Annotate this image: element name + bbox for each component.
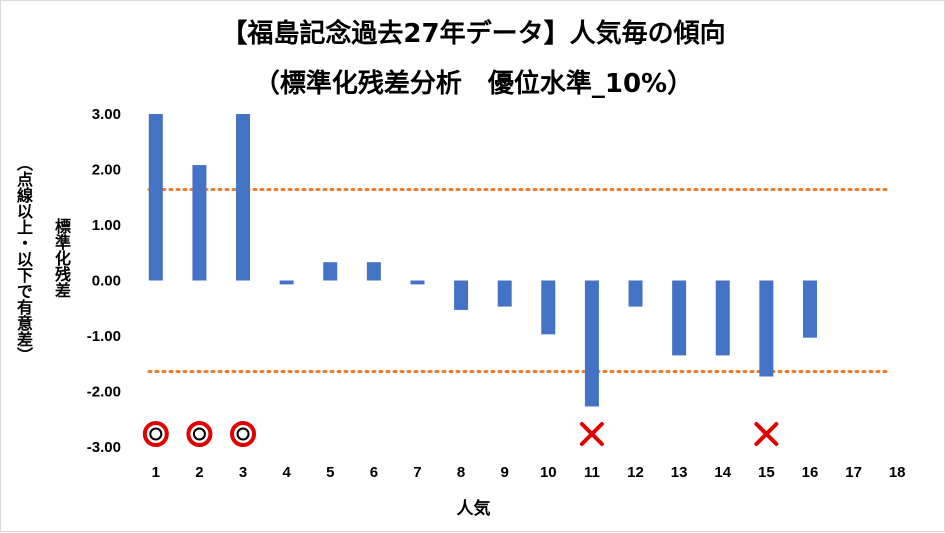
bar bbox=[323, 262, 338, 281]
x-tick-label: 3 bbox=[239, 464, 247, 481]
bar bbox=[148, 114, 163, 281]
bar bbox=[454, 280, 469, 310]
x-tick-label: 1 bbox=[152, 464, 160, 481]
circle-marker-inner-icon bbox=[192, 427, 206, 441]
circle-marker-icon bbox=[142, 421, 169, 447]
x-tick-label: 9 bbox=[501, 464, 509, 481]
cross-marker-stroke bbox=[754, 422, 779, 446]
circle-marker-icon bbox=[230, 421, 257, 447]
x-tick-label: 2 bbox=[195, 464, 203, 481]
x-tick-label: 5 bbox=[326, 464, 334, 481]
cross-marker-icon bbox=[579, 422, 604, 446]
bar bbox=[802, 280, 817, 338]
x-tick-label: 16 bbox=[802, 464, 819, 481]
bar bbox=[366, 262, 381, 281]
chart-subtitle: （標準化残差分析 優位水準_10%） bbox=[253, 69, 694, 99]
bar bbox=[541, 280, 556, 335]
x-tick-label: 7 bbox=[413, 464, 421, 481]
y-tick-label: 3.00 bbox=[92, 106, 121, 123]
bar bbox=[192, 165, 207, 281]
chart-title: 【福島記念過去27年データ】人気毎の傾向 bbox=[221, 19, 726, 49]
y-tick-label: -3.00 bbox=[87, 439, 121, 456]
x-tick-label: 12 bbox=[627, 464, 644, 481]
bar bbox=[672, 280, 687, 356]
y-tick-label: -2.00 bbox=[87, 384, 121, 401]
bar bbox=[584, 280, 599, 407]
bar bbox=[715, 280, 730, 356]
bar bbox=[759, 280, 774, 377]
x-tick-label: 11 bbox=[584, 464, 600, 481]
circle-marker-inner-icon bbox=[149, 427, 163, 441]
y-tick-label: -1.00 bbox=[87, 328, 121, 345]
x-tick-label: 8 bbox=[457, 464, 465, 481]
y-tick-label: 2.00 bbox=[92, 162, 121, 179]
bar bbox=[410, 280, 425, 285]
x-tick-label: 15 bbox=[758, 464, 775, 481]
x-tick-label: 18 bbox=[889, 464, 906, 481]
x-tick-label: 4 bbox=[282, 464, 291, 481]
x-tick-label: 6 bbox=[370, 464, 378, 481]
x-axis-label: 人気 bbox=[456, 499, 491, 519]
circle-marker-inner-icon bbox=[236, 427, 250, 441]
bar bbox=[497, 280, 512, 307]
x-tick-label: 14 bbox=[714, 464, 731, 481]
y-axis-label-line1: 標準化残差 bbox=[52, 218, 71, 298]
bar bbox=[279, 280, 294, 285]
y-tick-label: 1.00 bbox=[92, 217, 121, 234]
y-axis-label-line2: （点線以上・以下で有意差） bbox=[14, 155, 33, 363]
x-tick-label: 10 bbox=[540, 464, 557, 481]
x-tick-label: 17 bbox=[845, 464, 862, 481]
y-axis-label: 標準化残差 （点線以上・以下で有意差） bbox=[1, 123, 81, 413]
circle-marker-icon bbox=[186, 421, 213, 447]
bar bbox=[236, 114, 251, 281]
cross-marker-icon bbox=[754, 422, 779, 446]
y-tick-label: 0.00 bbox=[92, 273, 121, 290]
bar bbox=[628, 280, 643, 307]
cross-marker-stroke bbox=[579, 422, 604, 446]
x-tick-label: 13 bbox=[671, 464, 688, 481]
